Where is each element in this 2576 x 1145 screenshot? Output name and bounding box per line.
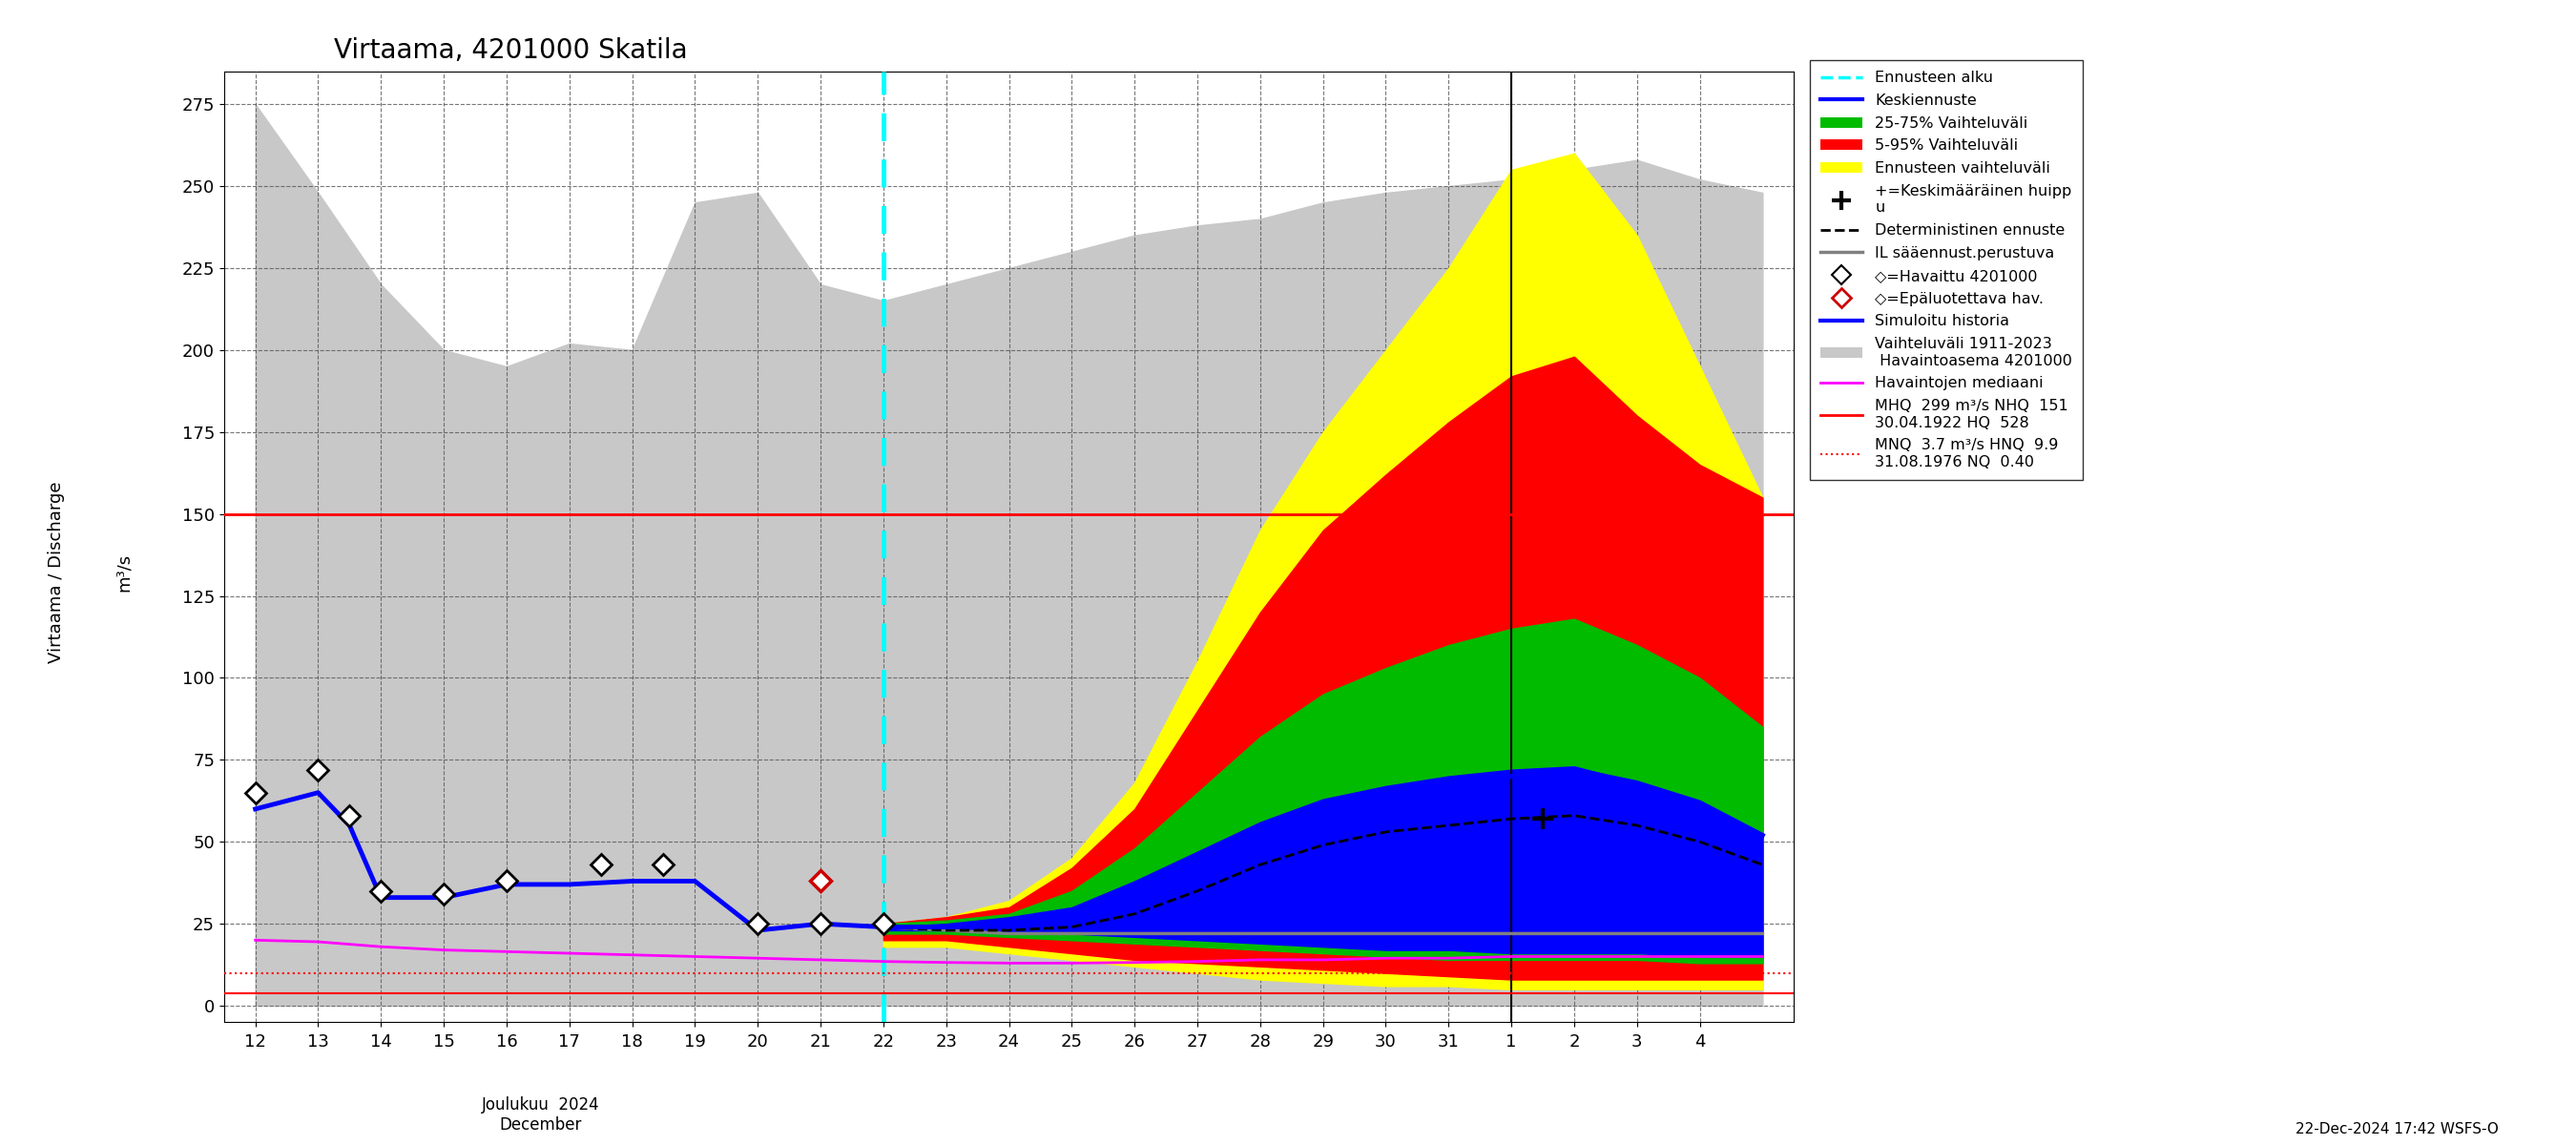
Legend: Ennusteen alku, Keskiennuste, 25-75% Vaihteluväli, 5-95% Vaihteluväli, Ennusteen: Ennusteen alku, Keskiennuste, 25-75% Vai… [1808, 60, 2084, 480]
Text: m³/s: m³/s [116, 553, 131, 592]
Text: Joulukuu  2024
December: Joulukuu 2024 December [482, 1097, 600, 1134]
Text: 22-Dec-2024 17:42 WSFS-O: 22-Dec-2024 17:42 WSFS-O [2295, 1122, 2499, 1136]
Text: Virtaama / Discharge: Virtaama / Discharge [49, 482, 64, 663]
Text: Virtaama, 4201000 Skatila: Virtaama, 4201000 Skatila [335, 37, 688, 64]
